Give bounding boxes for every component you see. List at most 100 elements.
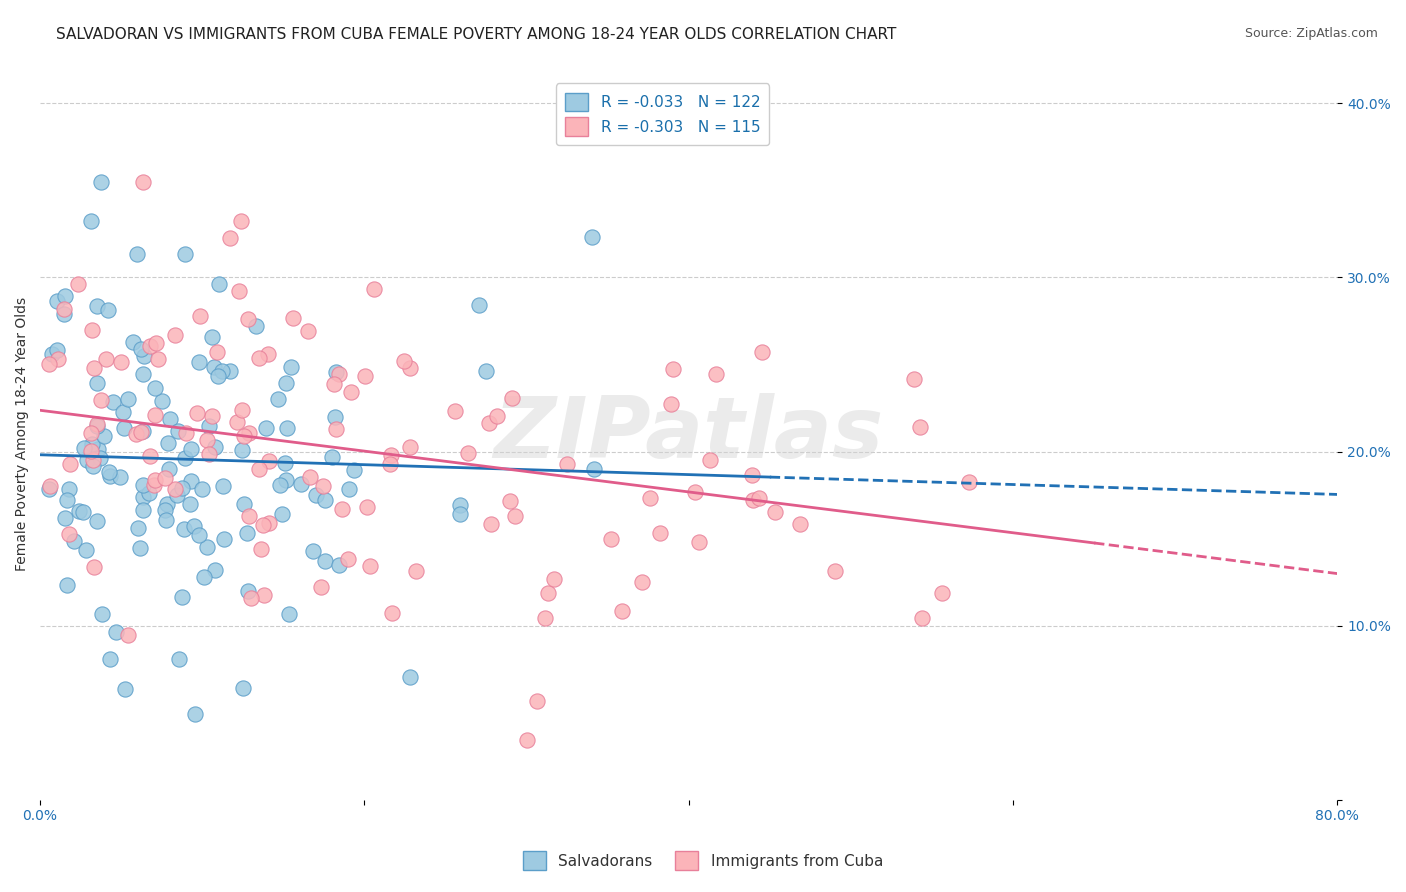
Point [204,563,226,577]
Point [142,478,165,492]
Point [526,694,548,708]
Point [238,508,260,523]
Point [543,572,565,586]
Point [236,311,259,326]
Point [98,652,121,666]
Point [139,449,162,463]
Point [202,360,225,375]
Point [153,503,176,517]
Point [353,368,375,383]
Point [197,540,219,554]
Point [127,521,149,535]
Point [600,532,623,546]
Point [132,349,155,363]
Point [232,681,254,696]
Point [148,351,170,366]
Point [232,429,254,443]
Point [174,451,197,466]
Point [245,318,267,333]
Point [444,404,467,418]
Point [257,453,280,467]
Point [380,457,402,471]
Point [138,486,160,500]
Point [46,343,69,357]
Point [179,497,201,511]
Point [163,482,186,496]
Point [52,302,75,317]
Point [198,447,221,461]
Point [475,364,498,378]
Point [166,488,188,502]
Point [336,552,359,566]
Point [273,456,295,470]
Point [499,494,522,508]
Point [86,376,108,390]
Point [314,554,336,568]
Point [195,433,218,447]
Point [610,604,633,618]
Point [699,453,721,467]
Point [174,247,197,261]
Point [63,533,86,548]
Point [86,417,108,431]
Point [55,578,77,592]
Point [239,591,262,605]
Point [207,368,229,383]
Point [80,426,103,441]
Point [405,565,427,579]
Point [170,481,193,495]
Point [340,385,363,400]
Point [38,357,60,371]
Point [56,492,79,507]
Point [80,323,103,337]
Point [267,392,290,406]
Point [46,294,69,309]
Point [534,611,557,625]
Point [277,607,299,621]
Point [581,229,603,244]
Point [205,344,228,359]
Legend: R = -0.033   N = 122, R = -0.303   N = 115: R = -0.033 N = 122, R = -0.303 N = 115 [557,84,769,145]
Point [59,457,82,471]
Point [155,513,177,527]
Point [90,393,112,408]
Text: Source: ZipAtlas.com: Source: ZipAtlas.com [1244,27,1378,40]
Point [228,284,250,298]
Point [211,479,233,493]
Point [132,477,155,491]
Point [467,298,489,312]
Point [253,588,276,602]
Point [53,307,76,321]
Point [82,452,104,467]
Point [225,415,247,429]
Text: SALVADORAN VS IMMIGRANTS FROM CUBA FEMALE POVERTY AMONG 18-24 YEAR OLDS CORRELAT: SALVADORAN VS IMMIGRANTS FROM CUBA FEMAL… [56,27,897,42]
Point [174,426,197,441]
Point [90,175,112,189]
Point [659,397,682,411]
Point [276,473,298,487]
Point [449,507,471,521]
Point [501,391,523,405]
Point [631,574,654,589]
Point [156,497,179,511]
Point [337,482,360,496]
Point [198,419,221,434]
Point [479,516,502,531]
Point [662,361,685,376]
Point [131,425,153,440]
Point [218,364,240,378]
Point [125,427,148,442]
Point [163,328,186,343]
Point [183,518,205,533]
Point [233,497,256,511]
Point [305,488,328,502]
Point [129,342,152,356]
Point [321,450,343,465]
Point [167,652,190,666]
Point [449,499,471,513]
Point [80,437,103,451]
Point [328,367,350,381]
Point [503,509,526,524]
Point [117,628,139,642]
Point [269,478,291,492]
